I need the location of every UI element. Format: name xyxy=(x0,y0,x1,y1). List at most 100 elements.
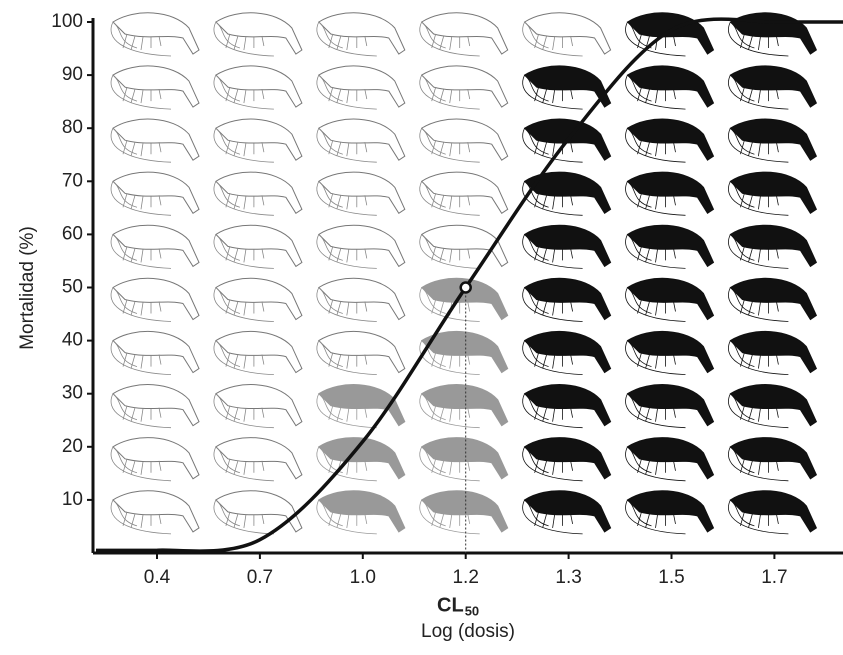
y-tick-label: 60 xyxy=(62,223,83,244)
shrimp-body xyxy=(626,65,715,108)
shrimp-body xyxy=(215,12,303,55)
shrimp xyxy=(316,171,406,216)
x-tick-label: 1.3 xyxy=(555,567,581,588)
y-tick-label: 10 xyxy=(62,489,83,510)
shrimp xyxy=(419,65,509,110)
shrimp xyxy=(419,12,509,57)
shrimp-legs xyxy=(110,340,172,375)
dead-shrimp xyxy=(728,437,818,482)
shrimp-legs xyxy=(728,180,789,216)
shrimp-legs xyxy=(728,287,789,322)
shrimp-body xyxy=(626,118,715,161)
shrimp xyxy=(213,65,303,110)
shrimp-legs xyxy=(213,446,274,482)
shrimp-legs xyxy=(728,127,789,163)
shrimp xyxy=(316,224,406,269)
shrimp-legs xyxy=(110,234,172,269)
shrimp-body xyxy=(215,224,303,268)
shrimp-body xyxy=(318,490,406,533)
shrimp-legs xyxy=(522,499,583,535)
shrimp-body xyxy=(112,490,200,533)
shrimp-body xyxy=(215,490,303,533)
shrimp-body xyxy=(420,437,509,480)
shrimp-body xyxy=(112,330,200,374)
shrimp-body xyxy=(729,330,818,374)
shrimp-legs xyxy=(522,180,583,216)
shrimp-body xyxy=(318,330,406,374)
shrimp-legs xyxy=(213,180,274,216)
dead-shrimp xyxy=(522,224,612,269)
dead-shrimp xyxy=(625,65,715,110)
dead-shrimp xyxy=(625,330,715,375)
shrimp-body xyxy=(215,65,303,108)
dead-shrimp xyxy=(522,65,612,110)
shrimp-body xyxy=(523,12,612,55)
shrimp-body xyxy=(729,171,818,215)
x-tick-label: 1.7 xyxy=(761,567,787,588)
shrimp-body xyxy=(729,277,818,321)
shrimp xyxy=(213,437,303,482)
shrimp-legs xyxy=(316,74,377,110)
shrimp-body xyxy=(318,437,406,480)
shrimp xyxy=(316,12,406,57)
dead-shrimp xyxy=(522,277,612,322)
dead-shrimp xyxy=(419,437,509,482)
shrimp xyxy=(110,330,200,375)
shrimp-body xyxy=(626,384,715,427)
shrimp xyxy=(213,330,303,375)
shrimp-legs xyxy=(625,180,686,216)
shrimp xyxy=(110,384,200,429)
shrimp xyxy=(213,490,303,535)
shrimp-legs xyxy=(522,446,583,482)
shrimp-body xyxy=(215,384,303,427)
shrimp-legs xyxy=(522,234,583,269)
shrimp-legs xyxy=(316,21,377,57)
dead-shrimp xyxy=(419,330,509,375)
shrimp-legs xyxy=(625,287,686,322)
x-tick-label: 0.4 xyxy=(144,567,171,588)
shrimp-legs xyxy=(316,234,377,269)
shrimp xyxy=(419,171,509,216)
shrimp-body xyxy=(420,384,509,427)
shrimp-body xyxy=(318,224,406,268)
dead-shrimp xyxy=(522,330,612,375)
dead-shrimp xyxy=(625,490,715,535)
shrimp-body xyxy=(420,171,509,215)
shrimp-body xyxy=(215,171,303,215)
shrimp-body xyxy=(420,224,509,268)
shrimp-legs xyxy=(316,499,377,535)
shrimp-legs xyxy=(419,21,480,57)
shrimp-legs xyxy=(728,74,789,110)
shrimp-body xyxy=(523,330,612,374)
y-axis-label: Mortalidad (%) xyxy=(17,226,38,350)
shrimp-body xyxy=(318,65,406,108)
y-tick-label: 30 xyxy=(62,383,83,404)
shrimp-body xyxy=(112,384,200,427)
shrimp xyxy=(110,490,200,535)
shrimp-body xyxy=(420,65,509,108)
shrimp-legs xyxy=(110,127,172,163)
x-tick-label: 1.5 xyxy=(658,567,684,588)
shrimp xyxy=(522,12,612,57)
dead-shrimp xyxy=(728,65,818,110)
shrimp-legs xyxy=(316,287,377,322)
shrimp xyxy=(419,224,509,269)
shrimp-legs xyxy=(110,21,172,57)
shrimp-legs xyxy=(110,393,172,429)
shrimp-legs xyxy=(728,21,789,57)
shrimp-body xyxy=(523,277,612,321)
shrimp-legs xyxy=(110,287,172,322)
shrimp-legs xyxy=(522,340,583,375)
shrimp xyxy=(213,277,303,322)
shrimp-body xyxy=(420,118,509,161)
y-tick-label: 100 xyxy=(51,11,83,32)
shrimp-legs xyxy=(522,21,583,57)
shrimp-body xyxy=(626,277,715,321)
shrimp-body xyxy=(215,277,303,321)
shrimp xyxy=(110,171,200,216)
shrimp-body xyxy=(420,490,509,533)
shrimp-legs xyxy=(625,74,686,110)
shrimp-body xyxy=(112,65,200,108)
shrimp xyxy=(110,65,200,110)
